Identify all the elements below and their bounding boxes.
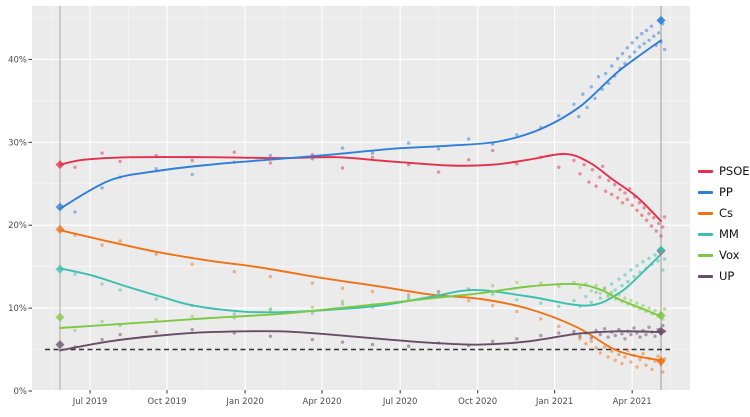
trend-line-mm [59, 253, 662, 314]
result-diamond-start-pp [55, 202, 65, 212]
legend-item-label: UP [719, 268, 735, 283]
result-diamond-start-up [55, 340, 65, 350]
x-tick-label: Apr 2020 [303, 397, 342, 407]
x-tick-label: Oct 2019 [147, 397, 186, 407]
legend-key-line-vox [698, 254, 713, 257]
x-tick-label: Apr 2021 [613, 397, 652, 407]
result-diamond-end-vox [656, 311, 666, 321]
legend: PSOE PP Cs MM Vox UP [698, 161, 750, 287]
x-tick-label: Oct 2020 [458, 397, 497, 407]
trend-line-vox [59, 283, 662, 329]
result-diamond-start-psoe [55, 160, 65, 170]
legend-item-label: PSOE [719, 163, 750, 178]
result-diamond-end-cs [656, 356, 666, 366]
legend-item-label: Cs [719, 205, 734, 220]
y-tick-label: 40% [8, 55, 27, 65]
legend-key-line-psoe [698, 170, 713, 173]
axis-tick-labels: Jul 2019 Oct 2019 Jan 2020 Apr 2020 Jul 2020… [8, 55, 652, 407]
legend-key-line-up [698, 275, 713, 278]
legend-key-line-pp [698, 191, 713, 194]
trend-line-cs [59, 229, 662, 362]
legend-item-up: UP [698, 266, 750, 287]
trend-line-psoe [59, 152, 662, 223]
x-tick-label: Jul 2020 [382, 397, 418, 407]
legend-item-label: MM [719, 226, 739, 241]
legend-item-cs: Cs [698, 203, 750, 224]
x-tick-label: Jan 2020 [225, 397, 263, 407]
trend-line-up [59, 330, 662, 352]
y-tick-label: 10% [8, 304, 27, 314]
result-diamond-start-mm [55, 264, 65, 274]
legend-item-pp: PP [698, 182, 750, 203]
legend-item-vox: Vox [698, 245, 750, 266]
result-diamond-start-cs [55, 224, 65, 234]
axis-tick-marks [28, 58, 633, 394]
legend-item-label: PP [719, 184, 733, 199]
minor-gridlines [32, 6, 690, 390]
legend-item-psoe: PSOE [698, 161, 750, 182]
x-tick-label: Jul 2019 [72, 397, 108, 407]
trend-line-pp [59, 39, 662, 210]
result-diamond-start-vox [55, 312, 65, 322]
result-diamond-end-pp [656, 15, 666, 25]
y-tick-label: 30% [8, 138, 27, 148]
legend-item-label: Vox [719, 247, 740, 262]
legend-key-line-cs [698, 212, 713, 215]
result-diamond-end-up [656, 326, 666, 336]
legend-key-line-mm [698, 233, 713, 236]
y-tick-label: 20% [8, 221, 27, 231]
x-tick-label: Jan 2021 [535, 397, 573, 407]
legend-item-mm: MM [698, 224, 750, 245]
y-tick-label: 0% [14, 387, 28, 397]
result-diamond-end-mm [656, 245, 666, 255]
